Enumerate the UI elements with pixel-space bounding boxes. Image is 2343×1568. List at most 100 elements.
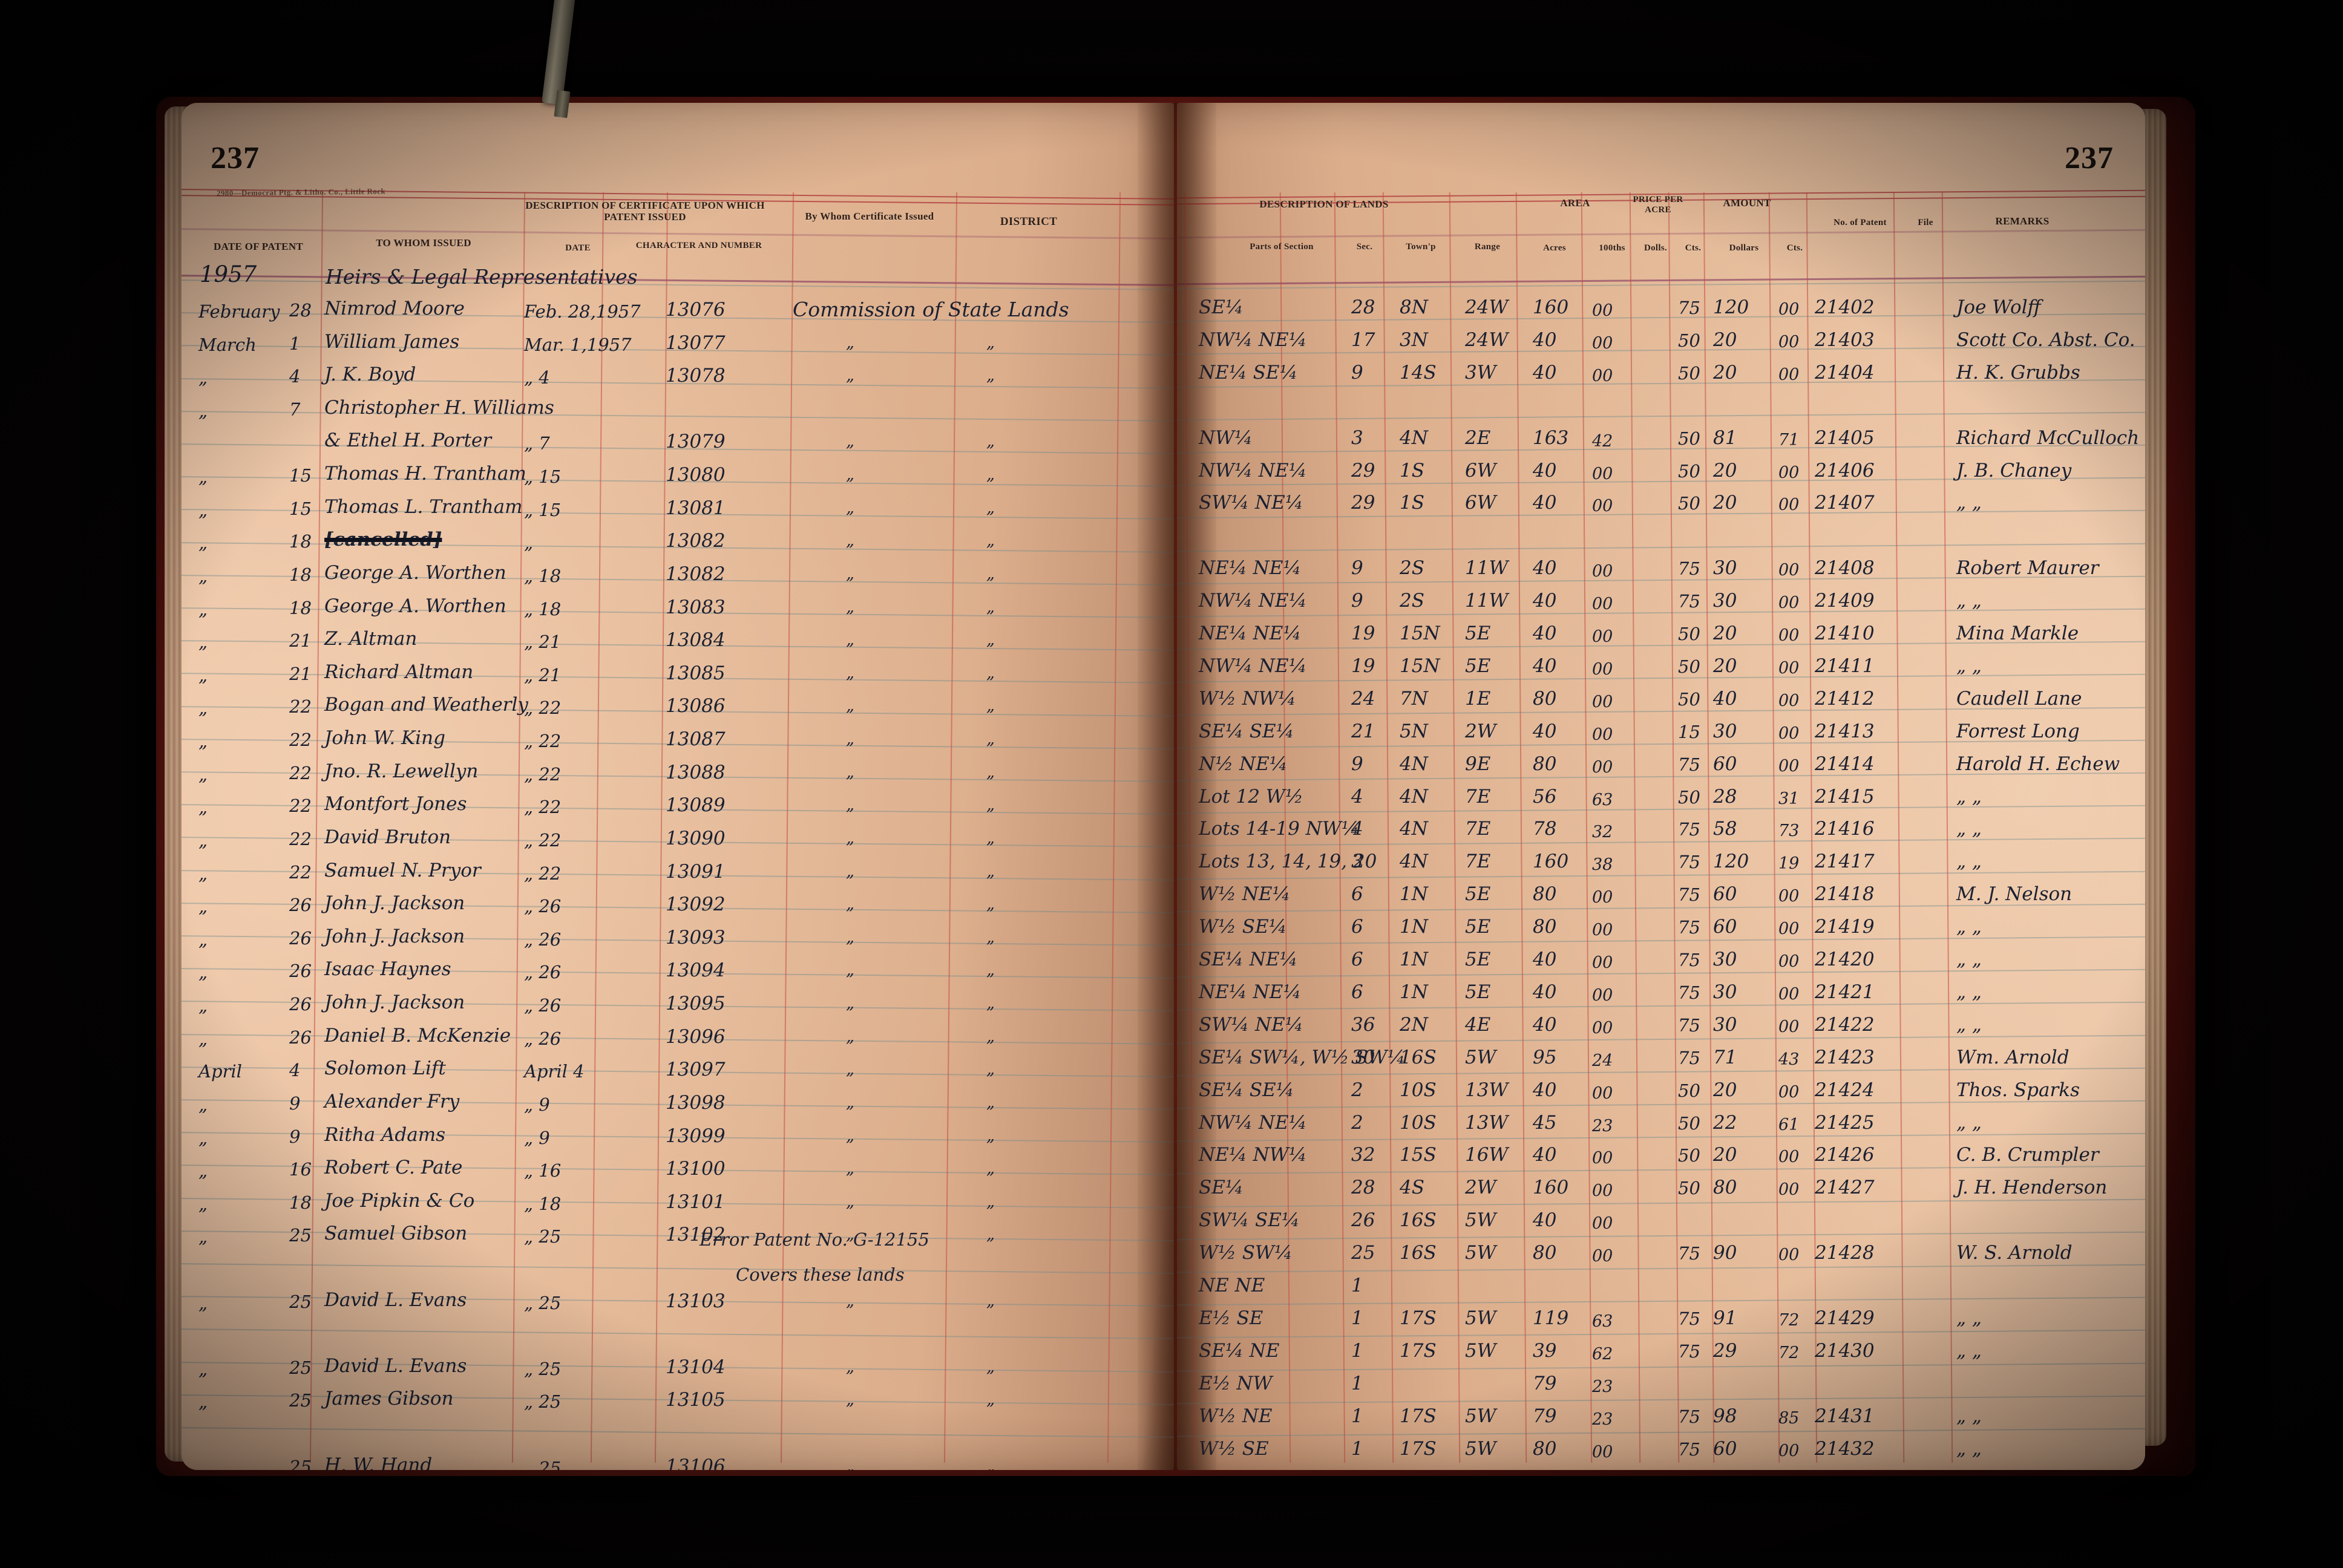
land-acres: 40 <box>1533 981 1557 1003</box>
ditto-by-whom: „ <box>846 1390 854 1410</box>
land-sec: 28 <box>1351 296 1375 318</box>
entry-certificate-date: „ 22 <box>524 863 562 884</box>
header-area: AREA <box>1560 197 1590 209</box>
entry-day: 22 <box>289 828 312 849</box>
ditto-district: „ <box>986 630 995 650</box>
amount-cts: 00 <box>1778 1017 1800 1036</box>
entry-certificate-number: 13080 <box>666 464 726 486</box>
ditto-district: „ <box>986 1291 995 1310</box>
page-clip <box>542 0 575 105</box>
price-cts: 75 <box>1678 1341 1700 1362</box>
land-range: 2W <box>1465 720 1496 742</box>
land-range: 5W <box>1465 1339 1496 1362</box>
entry-month: „ <box>198 697 208 719</box>
land-parts-of-section: Lots 14-19 NW¼ <box>1199 818 1360 840</box>
land-township: 5N <box>1400 720 1428 742</box>
header-township: Town'p <box>1406 242 1436 252</box>
land-sec: 1 <box>1351 1339 1363 1362</box>
land-hundredths: 24 <box>1592 1051 1613 1070</box>
patent-number: 21414 <box>1815 753 1875 775</box>
entry-certificate-number: 13096 <box>666 1025 726 1048</box>
ditto-by-whom: „ <box>846 730 854 749</box>
land-hundredths: 00 <box>1592 953 1613 972</box>
entry-name: Robert C. Pate <box>324 1157 463 1179</box>
land-parts-of-section: W½ NE <box>1199 1405 1273 1427</box>
entry-certificate-number: 13087 <box>666 728 726 751</box>
amount-cts: 00 <box>1778 593 1800 613</box>
entry-day: 7 <box>289 399 301 420</box>
amount-dollars: 60 <box>1713 916 1737 938</box>
entry-month: „ <box>198 565 208 586</box>
entry-certificate-date: „ 25 <box>524 1358 562 1379</box>
entry-name: Christopher H. Williams <box>324 396 554 419</box>
ditto-by-whom: „ <box>846 1126 854 1145</box>
header-amount: AMOUNT <box>1723 197 1771 209</box>
patent-number: 21411 <box>1815 655 1875 677</box>
land-acres: 39 <box>1533 1339 1557 1362</box>
entry-name: John J. Jackson <box>324 991 465 1014</box>
patent-number: 21425 <box>1815 1111 1875 1134</box>
remarks-value: Wm. Arnold <box>1956 1046 2069 1068</box>
ditto-district: „ <box>986 432 995 451</box>
amount-dollars: 29 <box>1713 1339 1737 1362</box>
land-township: 17S <box>1400 1405 1437 1427</box>
patent-number: 21407 <box>1815 492 1875 514</box>
patent-number: 21417 <box>1815 851 1875 873</box>
ditto-district: „ <box>986 927 995 947</box>
land-acres: 80 <box>1533 1437 1557 1460</box>
entry-month: „ <box>198 466 208 488</box>
land-range: 2E <box>1465 426 1491 449</box>
price-cts: 75 <box>1678 1014 1700 1036</box>
entry-name: Thomas L. Trantham <box>324 495 523 518</box>
heirs-heading: Heirs & Legal Representatives <box>326 265 638 289</box>
patent-number: 21430 <box>1815 1339 1875 1362</box>
land-township: 4N <box>1400 753 1428 775</box>
entry-certificate-date: „ 26 <box>524 995 562 1016</box>
entry-certificate-number: 13099 <box>666 1125 726 1147</box>
land-township: 2S <box>1400 557 1424 580</box>
entry-certificate-number: 13088 <box>666 761 726 783</box>
amount-cts: 43 <box>1778 1050 1800 1069</box>
land-sec: 17 <box>1351 328 1375 351</box>
price-cts: 75 <box>1678 917 1700 938</box>
land-parts-of-section: NW¼ NE¼ <box>1199 655 1307 677</box>
ditto-district: „ <box>986 828 995 848</box>
price-cts: 75 <box>1678 1047 1700 1068</box>
header-file: File <box>1918 218 1933 227</box>
header-price-cts: Cts. <box>1685 243 1702 253</box>
price-cts: 50 <box>1678 1080 1700 1101</box>
ditto-by-whom: „ <box>846 961 854 980</box>
entry-name: Richard Altman <box>324 661 474 683</box>
land-township: 16S <box>1400 1242 1437 1264</box>
amount-cts: 00 <box>1778 1441 1800 1460</box>
land-acres: 119 <box>1533 1307 1569 1329</box>
remarks-value: Richard McCulloch <box>1956 426 2140 449</box>
amount-dollars: 20 <box>1713 1144 1737 1166</box>
land-sec: 9 <box>1351 361 1363 384</box>
entry-name: Isaac Haynes <box>324 958 451 981</box>
entry-month: „ <box>198 400 208 421</box>
land-hundredths: 62 <box>1592 1344 1613 1364</box>
land-township: 17S <box>1400 1339 1437 1362</box>
land-township: 17S <box>1400 1307 1437 1329</box>
amount-cts: 00 <box>1778 561 1800 580</box>
entry-certificate-date: „ 26 <box>524 1028 562 1049</box>
entry-certificate-date: „ 4 <box>524 367 550 388</box>
price-cts: 75 <box>1678 1308 1700 1329</box>
land-sec: 1 <box>1351 1275 1363 1296</box>
land-township: 17S <box>1400 1437 1437 1460</box>
entry-certificate-number: 13081 <box>666 497 726 519</box>
amount-cts: 00 <box>1778 724 1800 743</box>
entry-certificate-date: „ 9 <box>524 1127 550 1148</box>
land-township: 10S <box>1400 1111 1437 1134</box>
amount-dollars: 30 <box>1713 949 1737 970</box>
remarks-value: Scott Co. Abst. Co. <box>1956 328 2135 351</box>
amount-dollars: 30 <box>1713 557 1737 580</box>
entry-month: „ <box>198 863 208 884</box>
remarks-value: J. H. Henderson <box>1956 1177 2108 1199</box>
amount-dollars: 60 <box>1713 883 1737 906</box>
land-range: 4E <box>1465 1013 1491 1036</box>
amount-cts: 73 <box>1778 822 1800 841</box>
patent-number: 21422 <box>1815 1013 1875 1036</box>
